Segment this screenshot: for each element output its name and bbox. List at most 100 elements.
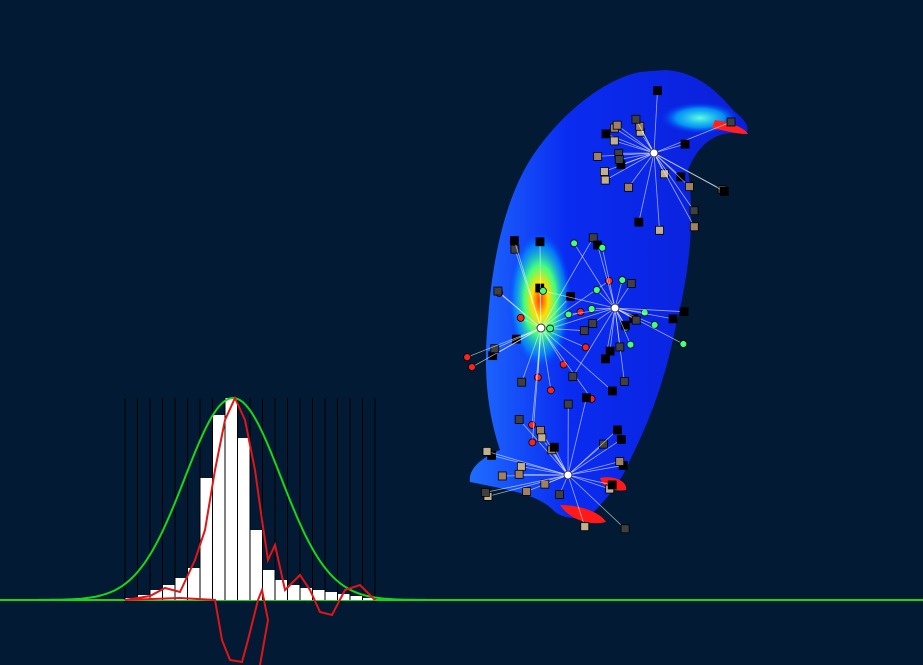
square-marker: [579, 326, 589, 336]
square-marker: [563, 399, 573, 409]
link: [540, 327, 592, 400]
square-marker: [689, 206, 699, 216]
square-marker: [481, 488, 490, 497]
histogram: [0, 395, 921, 665]
link: [601, 247, 616, 309]
circle-marker: [559, 360, 568, 369]
link: [567, 397, 587, 476]
square-marker: [680, 139, 690, 149]
link: [653, 152, 725, 192]
hub: [563, 470, 573, 480]
link: [485, 474, 569, 493]
square-marker: [600, 175, 610, 185]
square-marker: [653, 86, 662, 96]
circle-marker: [640, 308, 649, 317]
link: [540, 311, 581, 329]
hist-bar: [212, 415, 225, 600]
square-marker: [624, 182, 633, 192]
link: [635, 119, 655, 154]
square-marker: [615, 457, 625, 466]
link: [567, 461, 620, 476]
circle-marker: [598, 243, 607, 252]
square-marker: [614, 155, 624, 164]
link: [521, 466, 569, 476]
square-marker: [626, 279, 636, 288]
link: [567, 474, 610, 490]
link: [540, 327, 552, 391]
link: [567, 474, 626, 530]
circle-marker: [546, 324, 555, 333]
square-marker: [537, 433, 547, 443]
link: [487, 474, 569, 497]
square-marker: [593, 151, 603, 161]
link: [653, 121, 732, 154]
circle-marker: [679, 340, 688, 348]
link: [653, 90, 658, 154]
link: [567, 465, 624, 476]
square-marker: [600, 167, 609, 176]
square-marker: [588, 319, 598, 328]
square-marker: [568, 372, 578, 381]
link: [539, 241, 542, 329]
circle-marker: [516, 313, 525, 322]
link: [614, 127, 655, 154]
link: [616, 124, 655, 154]
penguin-body: [469, 70, 748, 519]
square-marker: [609, 136, 619, 146]
hist-bar: [312, 590, 325, 600]
square-marker: [482, 447, 492, 456]
square-marker: [685, 182, 694, 192]
circle-marker: [650, 320, 659, 329]
square-marker: [634, 217, 644, 227]
square-marker: [719, 187, 729, 196]
square-marker: [490, 344, 500, 354]
red-trace: [124, 586, 270, 665]
link: [605, 152, 655, 181]
square-marker: [620, 320, 630, 330]
square-marker: [509, 236, 519, 245]
link: [653, 143, 686, 154]
square-marker: [580, 522, 590, 532]
link: [540, 237, 594, 329]
circle-marker: [539, 287, 547, 295]
square-marker: [607, 480, 617, 490]
square-marker: [689, 222, 699, 232]
square-marker: [516, 462, 526, 472]
circle-marker: [468, 363, 476, 372]
square-marker: [615, 342, 625, 352]
hist-bar: [262, 570, 275, 600]
square-marker: [522, 487, 532, 496]
red-trace: [124, 395, 376, 617]
hist-bar: [362, 598, 375, 600]
link: [542, 290, 616, 309]
square-marker: [540, 479, 550, 489]
square-marker: [605, 346, 615, 356]
circle-marker: [564, 310, 573, 319]
link: [567, 474, 613, 486]
square-marker: [493, 286, 503, 296]
link: [572, 307, 616, 377]
link: [653, 152, 660, 231]
link: [653, 152, 690, 187]
hist-bar: [187, 568, 200, 600]
square-marker: [631, 114, 641, 124]
link: [653, 152, 695, 227]
link: [540, 296, 571, 329]
link: [614, 307, 631, 345]
square-marker: [514, 469, 524, 479]
link: [653, 152, 695, 211]
circle-marker: [581, 343, 590, 352]
square-marker: [616, 435, 626, 444]
square-marker: [497, 471, 507, 481]
square-marker: [555, 490, 564, 500]
link: [614, 307, 621, 347]
link: [471, 327, 542, 368]
hub: [536, 323, 546, 333]
hist-bar: [350, 596, 363, 600]
square-marker: [619, 376, 629, 386]
gaussian-curve: [0, 396, 921, 601]
square-marker: [510, 244, 520, 254]
